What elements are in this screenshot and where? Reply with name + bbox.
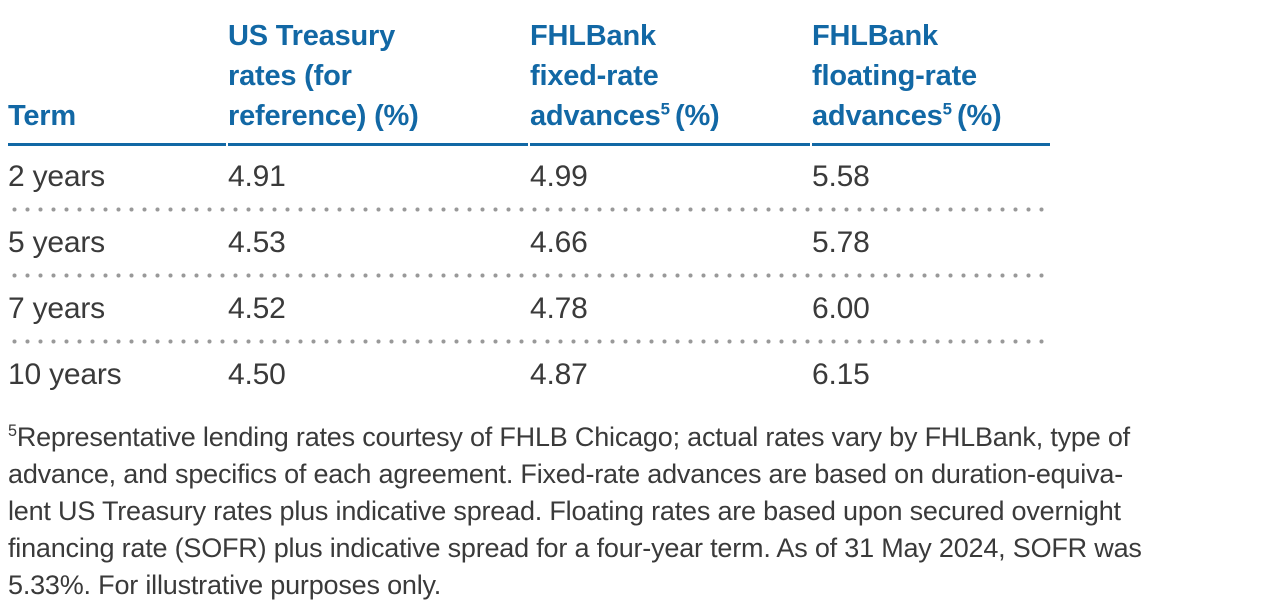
footnote-line: 5.33%. For illustrative purposes only. <box>8 570 442 600</box>
footnote-line: 5Representative lending rates courtesy o… <box>8 422 1130 452</box>
cell-treasury-rate: 4.53 <box>228 226 286 259</box>
header-line: FHLBank <box>812 20 938 52</box>
header-line: rates (for <box>228 60 352 92</box>
cell-term: 7 years <box>8 292 105 325</box>
cell-treasury-rate: 4.91 <box>228 160 286 193</box>
cell-fixed-rate: 4.66 <box>530 226 588 259</box>
cell-fixed-rate: 4.78 <box>530 292 588 325</box>
column-header-fixed-advances: FHLBank fixed-rate advances5 (%) <box>530 16 810 146</box>
cell-term: 10 years <box>8 358 122 391</box>
header-line: FHLBank <box>530 20 656 52</box>
header-line: advances5 (%) <box>812 99 1002 132</box>
cell-floating-rate: 5.78 <box>812 226 870 259</box>
header-line: floating-rate <box>812 60 977 92</box>
footnote-marker: 5 <box>8 422 17 440</box>
cell-floating-rate: 6.00 <box>812 292 870 325</box>
cell-treasury-rate: 4.52 <box>228 292 286 325</box>
header-line: advances5 (%) <box>530 99 720 132</box>
row-separator <box>8 273 1050 278</box>
cell-floating-rate: 6.15 <box>812 358 870 391</box>
cell-term: 2 years <box>8 160 105 193</box>
footnote: 5Representative lending rates courtesy o… <box>8 419 1285 604</box>
row-separator <box>8 207 1050 212</box>
cell-floating-rate: 5.58 <box>812 160 870 193</box>
cell-fixed-rate: 4.87 <box>530 358 588 391</box>
cell-term: 5 years <box>8 226 105 259</box>
column-header-treasury: US Treasury rates (for reference) (%) <box>228 16 528 146</box>
header-line: US Treasury <box>228 20 396 52</box>
cell-treasury-rate: 4.50 <box>228 358 286 391</box>
header-line: Term <box>8 100 76 132</box>
row-separator <box>8 339 1050 344</box>
footnote-line: lent US Treasury rates plus indicative s… <box>8 496 1121 526</box>
footnote-marker: 5 <box>660 99 670 119</box>
header-line: reference) (%) <box>228 100 419 132</box>
column-header-term: Term <box>8 16 226 146</box>
footnote-marker: 5 <box>942 99 952 119</box>
column-header-floating-advances: FHLBank floating-rate advances5 (%) <box>812 16 1050 146</box>
footnote-line: financing rate (SOFR) plus indicative sp… <box>8 533 1142 563</box>
header-line: fixed-rate <box>530 60 659 92</box>
rates-table: Term US Treasury rates (for reference) (… <box>8 16 1050 405</box>
cell-fixed-rate: 4.99 <box>530 160 588 193</box>
footnote-line: advance, and specifics of each agreement… <box>8 459 1123 489</box>
